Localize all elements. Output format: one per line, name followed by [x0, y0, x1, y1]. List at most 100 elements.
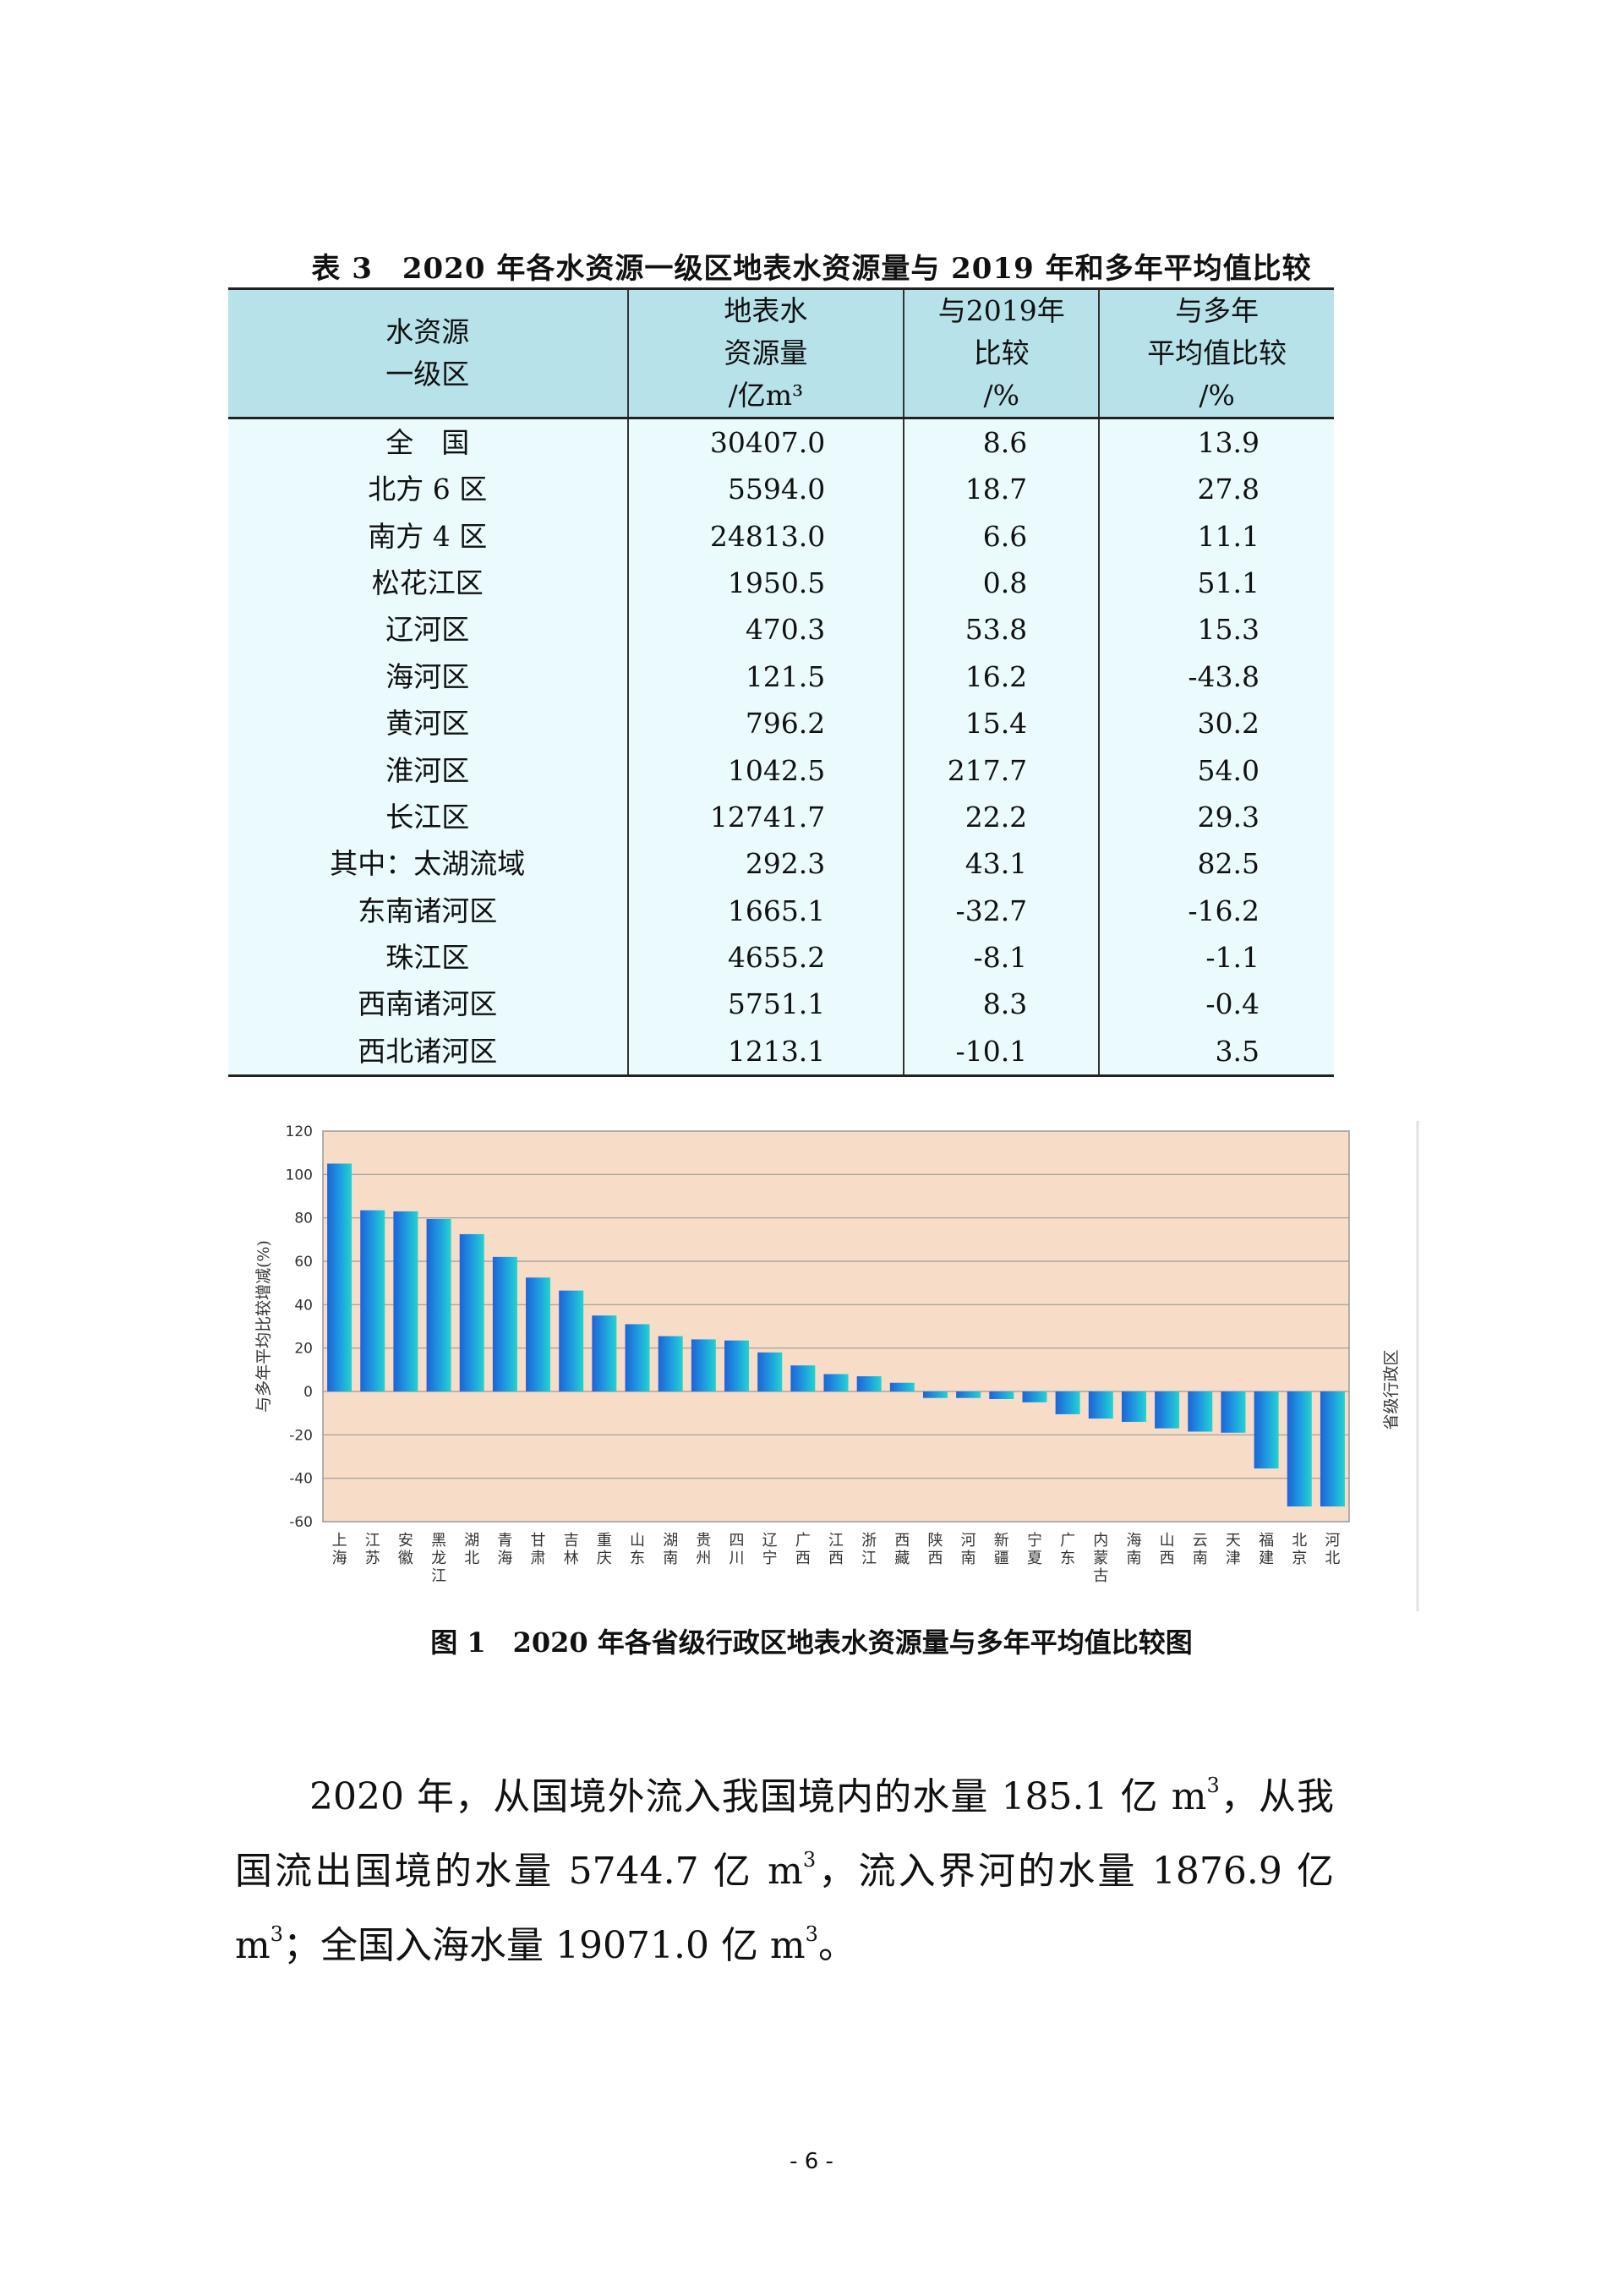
x-tick-label: 陕西: [927, 1532, 943, 1567]
x-tick-label: 湖北: [464, 1532, 479, 1567]
x-tick-label: 内蒙古: [1093, 1532, 1108, 1585]
x-tick-label: 甘肃: [531, 1532, 546, 1567]
x-tick-label: 江西: [828, 1532, 844, 1567]
x-tick-label: 贵州: [696, 1532, 711, 1567]
table-cell: 82.5: [1197, 847, 1260, 881]
table-row: 其中：太湖流域 292.3 43.1 82.5: [228, 840, 1334, 888]
bar: [360, 1210, 385, 1391]
x-tick-label: 河北: [1325, 1532, 1340, 1567]
table-body: 全 国 30407.0 8.6 13.9 北方 6 区 5594.0 18.7 27.8 南方 …: [228, 418, 1334, 1076]
table-cell: 54.0: [1197, 753, 1260, 787]
table-row: 东南诸河区 1665.1 -32.7 -16.2: [228, 887, 1334, 934]
bar: [1022, 1391, 1047, 1402]
y-tick-label: 100: [286, 1167, 313, 1184]
bar: [856, 1376, 882, 1391]
x-tick-label: 广西: [795, 1532, 811, 1567]
table-cell: 53.8: [904, 606, 1101, 653]
table-cell: 796.2: [627, 699, 905, 747]
bar: [1121, 1391, 1146, 1422]
table-cell: 8.3: [904, 981, 1101, 1028]
table-cell: 24813.0: [627, 512, 905, 560]
x-tick-label: 新疆: [994, 1532, 1009, 1567]
bar: [823, 1374, 849, 1391]
table-cell: 217.7: [904, 746, 1101, 794]
table-cell: 470.3: [627, 606, 905, 653]
y-tick-label: -40: [289, 1471, 313, 1488]
table-cell: 东南诸河区: [228, 887, 629, 934]
table-cell: 西北诸河区: [228, 1027, 629, 1076]
table-cell: -0.4: [1205, 987, 1260, 1021]
y-tick-label: 60: [294, 1254, 313, 1271]
bar: [459, 1233, 484, 1391]
x-tick-label: 宁夏: [1027, 1532, 1042, 1567]
table-cell: 30.2: [1197, 707, 1260, 741]
bar: [922, 1391, 948, 1398]
table-cell: 西南诸河区: [228, 981, 629, 1028]
bar: [691, 1339, 716, 1391]
bar: [592, 1315, 617, 1391]
table-cell: 30407.0: [627, 418, 905, 466]
y-tick-label: 80: [294, 1211, 313, 1227]
table-cell: 淮河区: [228, 746, 629, 794]
table-row: 海河区 121.5 16.2 -43.8: [228, 653, 1334, 700]
table-cell: 全 国: [228, 418, 629, 466]
table-row: 北方 6 区 5594.0 18.7 27.8: [228, 466, 1334, 513]
bar: [1221, 1391, 1246, 1433]
y-tick-label: 20: [294, 1341, 313, 1358]
table-cell: 北方 6 区: [228, 466, 629, 513]
table-cell: 珠江区: [228, 933, 629, 981]
bar: [1088, 1391, 1113, 1419]
table-cell: 5594.0: [627, 466, 905, 513]
table-header-row: 水资源 一级区 地表水 资源量 /亿m³ 与2019年 比较 /% 与多年 平均…: [228, 288, 1334, 418]
table-cell: 8.6: [904, 418, 1101, 466]
table-row: 淮河区 1042.5 217.7 54.0: [228, 746, 1334, 794]
bar: [790, 1365, 816, 1391]
x-tick-label: 广东: [1060, 1532, 1075, 1567]
table-row: 黄河区 796.2 15.4 30.2: [228, 699, 1334, 747]
bar: [1287, 1391, 1312, 1507]
x-tick-label: 江苏: [365, 1532, 380, 1567]
x-tick-label: 重庆: [597, 1532, 612, 1567]
table-cell: 5751.1: [627, 981, 905, 1028]
table-cell: 1042.5: [627, 746, 905, 794]
table-cell: 121.5: [627, 653, 905, 700]
bar: [1055, 1391, 1080, 1414]
table-cell: 15.4: [904, 699, 1101, 747]
bar: [889, 1382, 915, 1391]
table-cell: -10.1: [904, 1027, 1101, 1076]
table-cell: 1950.5: [627, 559, 905, 607]
table-cell: 18.7: [904, 466, 1101, 513]
table-row: 松花江区 1950.5 0.8 51.1: [228, 559, 1334, 607]
y-tick-label: -60: [289, 1514, 313, 1531]
x-tick-label: 安徽: [398, 1532, 413, 1567]
bar: [492, 1256, 517, 1391]
bar: [559, 1290, 584, 1391]
bar: [426, 1218, 451, 1391]
table-row: 全 国 30407.0 8.6 13.9: [228, 418, 1334, 466]
x-tick-label: 海南: [1126, 1532, 1141, 1567]
table-cell: 292.3: [627, 840, 905, 888]
table-cell: 51.1: [1197, 566, 1260, 599]
x-tick-label: 青海: [497, 1532, 512, 1567]
table-title: 表 3 2020 年各水资源一级区地表水资源量与 2019 年和多年平均值比较: [311, 252, 1312, 286]
x-axis-label: 省级行政区: [1382, 1349, 1401, 1430]
table-cell: -1.1: [1205, 941, 1260, 975]
header-surface-water: 地表水 资源量 /亿m³: [627, 288, 905, 418]
table-cell: 22.2: [904, 793, 1101, 841]
table-cell: 3.5: [1215, 1034, 1260, 1068]
table-row: 南方 4 区 24813.0 6.6 11.1: [228, 512, 1334, 560]
x-tick-label: 黑龙江: [431, 1532, 446, 1585]
table-cell: 0.8: [904, 559, 1101, 607]
bar: [989, 1391, 1014, 1399]
table-cell: 1213.1: [627, 1027, 905, 1076]
x-tick-label: 湖南: [663, 1532, 678, 1567]
water-resources-table: 水资源 一级区 地表水 资源量 /亿m³ 与2019年 比较 /% 与多年 平均…: [228, 287, 1334, 1077]
table-cell: 16.2: [904, 653, 1101, 700]
x-tick-label: 天津: [1226, 1532, 1241, 1567]
header-vs-2019: 与2019年 比较 /%: [904, 288, 1101, 418]
x-tick-label: 西藏: [894, 1532, 910, 1567]
bar: [757, 1352, 783, 1391]
figure-caption: 图 1 2020 年各省级行政区地表水资源量与多年平均值比较图: [430, 1626, 1193, 1659]
x-tick-label: 河南: [961, 1532, 976, 1567]
table-cell: 13.9: [1197, 426, 1260, 459]
